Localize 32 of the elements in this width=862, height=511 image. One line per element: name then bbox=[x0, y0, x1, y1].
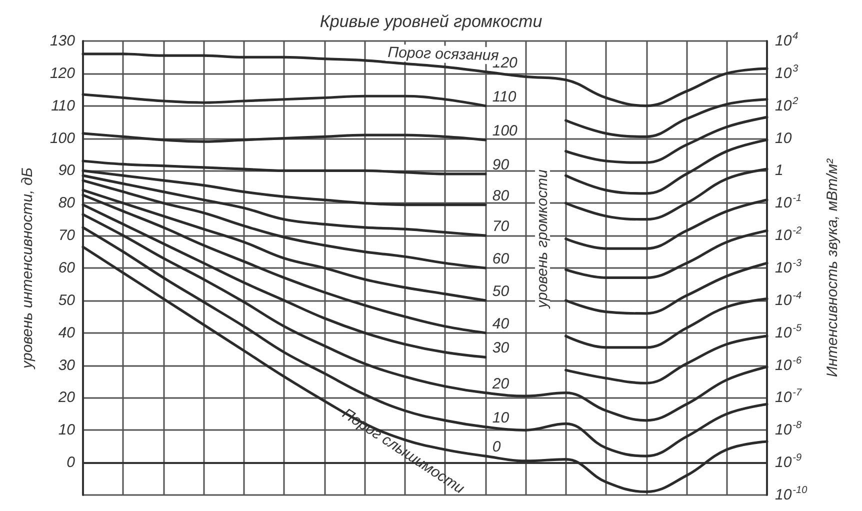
series-label: 90 bbox=[492, 156, 510, 174]
series-label: 0 bbox=[492, 438, 502, 456]
series-label: 100 bbox=[492, 122, 518, 140]
y2-tick-label: 10 bbox=[775, 130, 792, 147]
series-label: 50 bbox=[492, 282, 510, 300]
y-tick-label: 30 bbox=[58, 356, 76, 374]
y-tick-label: 90 bbox=[58, 162, 76, 180]
series-label: 40 bbox=[492, 315, 510, 332]
y-tick-label: 60 bbox=[58, 260, 76, 276]
series-label: 110 bbox=[492, 88, 517, 106]
series-label: 70 bbox=[492, 218, 510, 236]
series-label: 10 bbox=[492, 409, 510, 426]
series-label: 30 bbox=[492, 340, 510, 357]
y-tick-label: 40 bbox=[58, 324, 76, 342]
y-tick-label: 110 bbox=[51, 97, 76, 114]
series-label: 20 bbox=[491, 375, 510, 392]
y2-axis-title: Интенсивность звука, мВт/м² bbox=[824, 158, 841, 378]
annotation: уровень громкости bbox=[534, 168, 551, 309]
y-tick-label: 100 bbox=[50, 130, 76, 147]
y-tick-label: 20 bbox=[57, 389, 76, 406]
series-label: 60 bbox=[492, 250, 510, 268]
y-axis-title: уровень интенсивности, дБ bbox=[19, 167, 36, 370]
y2-tick-label: 1 bbox=[775, 162, 784, 180]
y-tick-label: 50 bbox=[58, 292, 76, 309]
chart-title: Кривые уровней громкости bbox=[320, 12, 543, 31]
y-tick-label: 0 bbox=[66, 454, 76, 472]
y-tick-label: 70 bbox=[58, 227, 76, 244]
y-tick-label: 10 bbox=[58, 422, 76, 439]
y-tick-label: 80 bbox=[58, 194, 76, 212]
y-tick-label: 130 bbox=[50, 32, 76, 50]
series-label: 80 bbox=[492, 187, 510, 204]
y-tick-label: 120 bbox=[50, 64, 76, 82]
